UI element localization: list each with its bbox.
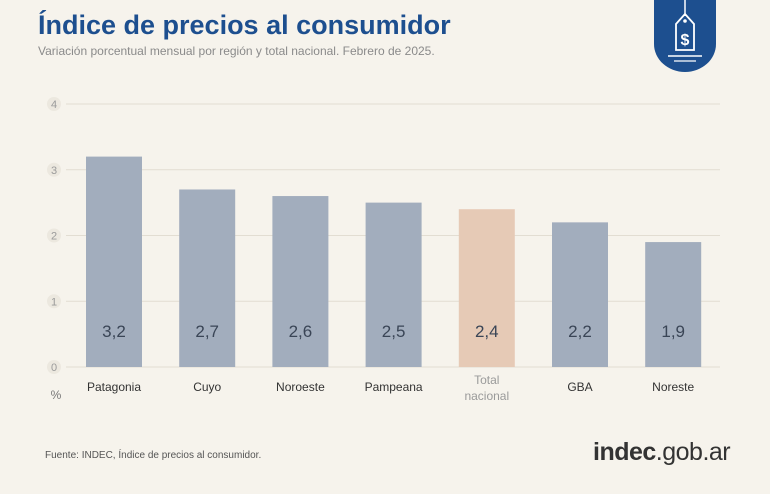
badge-symbol: $ <box>681 32 690 49</box>
bar <box>179 189 236 367</box>
y-tick-label: 1 <box>51 296 57 308</box>
bar-value-label: 2,6 <box>289 322 313 341</box>
bar-value-label: 2,4 <box>475 322 499 341</box>
x-category-label: Pampeana <box>365 380 423 394</box>
bar <box>272 196 329 367</box>
y-tick-label: 3 <box>51 165 57 177</box>
y-tick-marker <box>47 294 61 309</box>
bar-value-label: 3,2 <box>102 322 126 341</box>
bar <box>86 156 142 367</box>
y-tick-marker <box>47 162 61 177</box>
y-tick-marker <box>47 360 61 374</box>
bar <box>645 242 702 367</box>
bar <box>458 209 515 367</box>
x-category-label: GBA <box>567 380 592 394</box>
chart-title: Índice de precios al consumidor <box>38 10 451 40</box>
bar-value-label: 2,5 <box>382 322 406 341</box>
bar-value-label: 2,2 <box>568 322 592 341</box>
chart-subtitle: Variación porcentual mensual por región … <box>38 44 435 58</box>
y-tick-label: 2 <box>51 231 57 243</box>
bar-value-label: 2,7 <box>195 322 219 341</box>
y-tick-marker <box>47 228 61 243</box>
logo-main: indec <box>593 438 656 466</box>
price-tag-dollar-icon: $ <box>654 0 716 72</box>
indec-logo: indec.gob.ar <box>593 438 731 467</box>
y-tick-marker <box>47 97 61 111</box>
bar <box>365 202 422 367</box>
source-note: Fuente: INDEC, Índice de precios al cons… <box>45 450 262 461</box>
bar-value-label: 1,9 <box>661 322 685 341</box>
y-tick-label: 0 <box>51 362 57 374</box>
y-axis-label: % <box>51 388 62 402</box>
logo-domain: .gob.ar <box>655 438 731 466</box>
x-category-label: Noreste <box>652 380 694 394</box>
x-category-label: Cuyo <box>193 380 221 394</box>
x-category-label: Total nacional <box>464 373 509 403</box>
bar-chart: 0 1 2 3 4% 3,2 Patagonia 2,7 Cuyo 2,6 Noroeste 2,5 P… <box>47 97 720 403</box>
bar <box>552 222 608 367</box>
x-category-label: Patagonia <box>87 380 141 394</box>
x-category-label: Noroeste <box>276 380 325 394</box>
y-tick-label: 4 <box>51 99 57 111</box>
